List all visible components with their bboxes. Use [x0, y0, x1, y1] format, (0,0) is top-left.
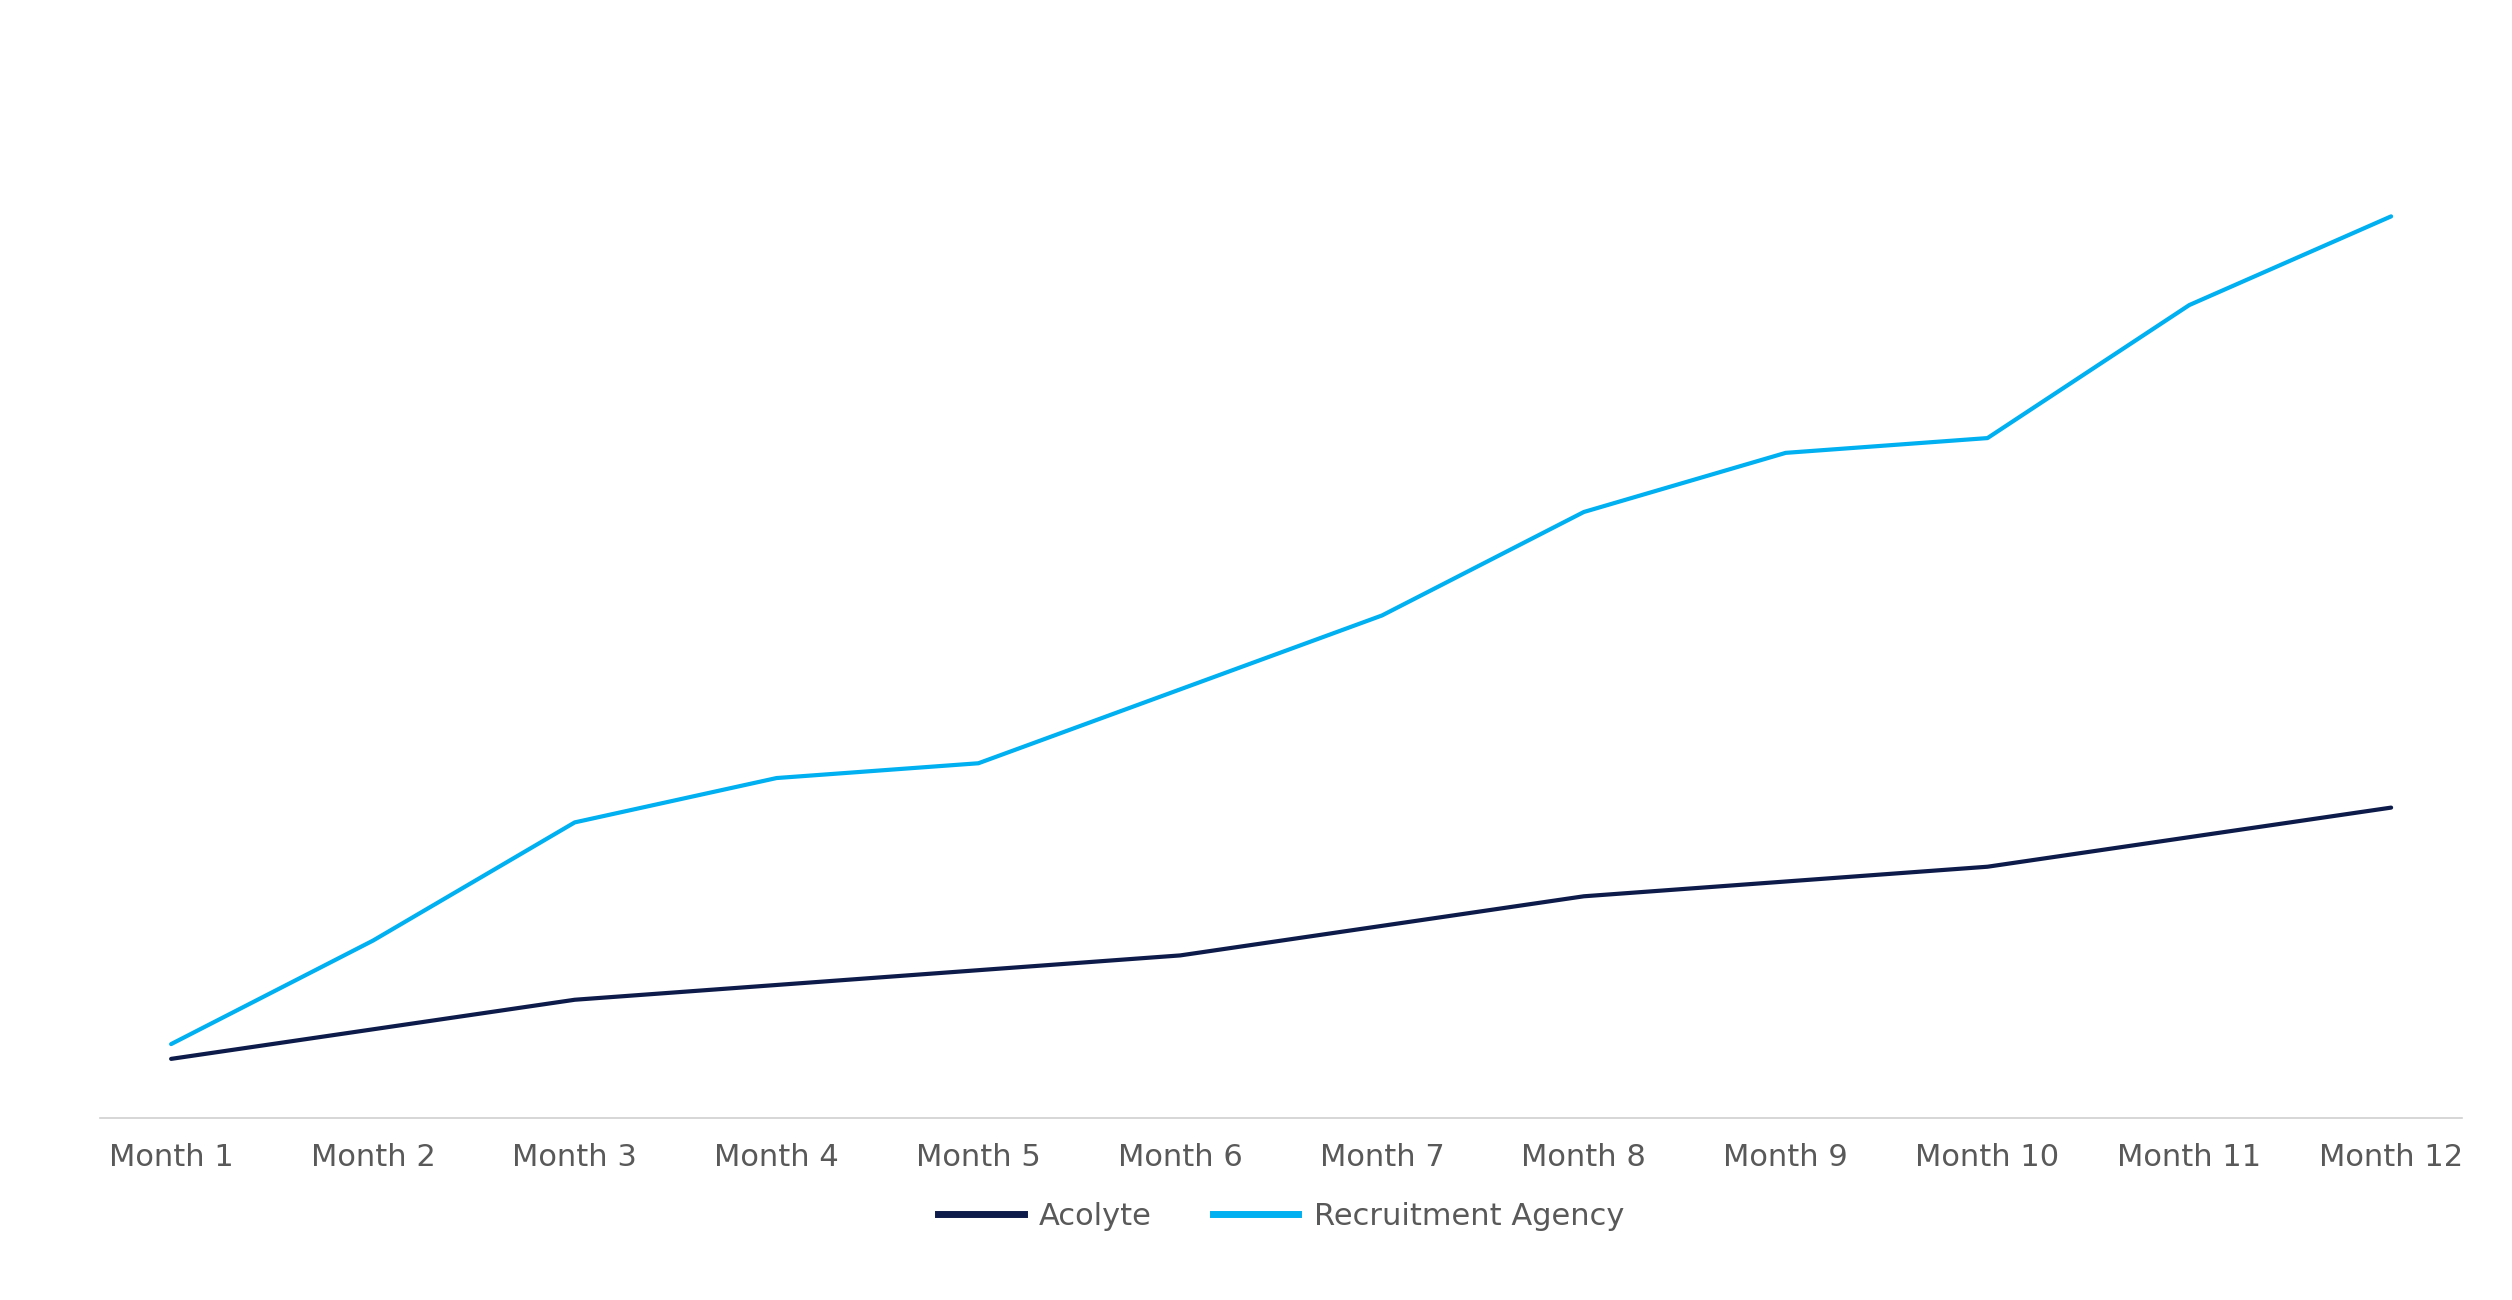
Legend: Acolyte, Recruitment Agency: Acolyte, Recruitment Agency	[927, 1190, 1635, 1243]
